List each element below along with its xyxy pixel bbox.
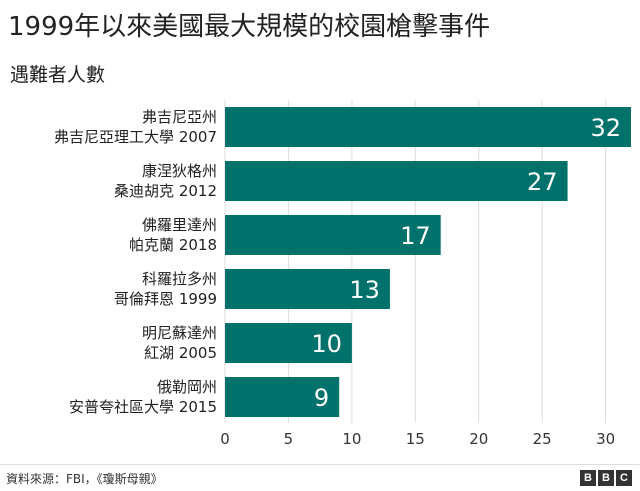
category-label-state: 俄勒岡州	[157, 378, 217, 396]
chart-title: 1999年以來美國最大規模的校園槍擊事件	[8, 12, 491, 42]
bar	[225, 215, 441, 255]
bbc-logo-letter: C	[616, 470, 632, 486]
bar-value-label: 32	[590, 114, 621, 142]
footer-divider	[0, 464, 640, 465]
x-tick-label: 5	[284, 430, 294, 448]
category-label-state: 弗吉尼亞州	[142, 108, 217, 126]
chart-subtitle: 遇難者人數	[10, 64, 106, 86]
x-tick-label: 20	[469, 430, 488, 448]
bar-value-label: 13	[349, 276, 380, 304]
bar-value-label: 27	[527, 168, 558, 196]
category-label-state: 佛羅里達州	[142, 216, 217, 234]
category-label-state: 科羅拉多州	[142, 270, 217, 288]
bar	[225, 377, 340, 417]
bar-value-label: 17	[400, 222, 431, 250]
category-label-event: 桑迪胡克 2012	[114, 182, 217, 200]
x-tick-label: 0	[220, 430, 230, 448]
category-label-event: 紅湖 2005	[144, 344, 217, 362]
bar	[225, 161, 568, 201]
x-tick-label: 10	[342, 430, 361, 448]
category-label-state: 康涅狄格州	[142, 162, 217, 180]
category-label-event: 哥倫拜恩 1999	[114, 290, 217, 308]
x-tick-label: 15	[406, 430, 425, 448]
category-label-state: 明尼蘇達州	[142, 324, 217, 342]
bar-value-label: 10	[311, 330, 342, 358]
bar	[225, 323, 352, 363]
source-note: 資料來源：FBI，《瓊斯母親》	[6, 472, 163, 486]
bbc-logo-letter: B	[598, 470, 614, 486]
x-tick-label: 30	[596, 430, 615, 448]
category-label-event: 弗吉尼亞理工大學 2007	[54, 128, 217, 146]
bar	[225, 269, 390, 309]
category-label-event: 安普夸社區大學 2015	[69, 398, 217, 416]
category-label-event: 帕克蘭 2018	[129, 236, 217, 254]
bar-value-label: 9	[314, 384, 329, 412]
bar	[225, 107, 631, 147]
bbc-logo-letter: B	[580, 470, 596, 486]
x-tick-label: 25	[533, 430, 552, 448]
bbc-logo: B B C	[580, 470, 632, 486]
